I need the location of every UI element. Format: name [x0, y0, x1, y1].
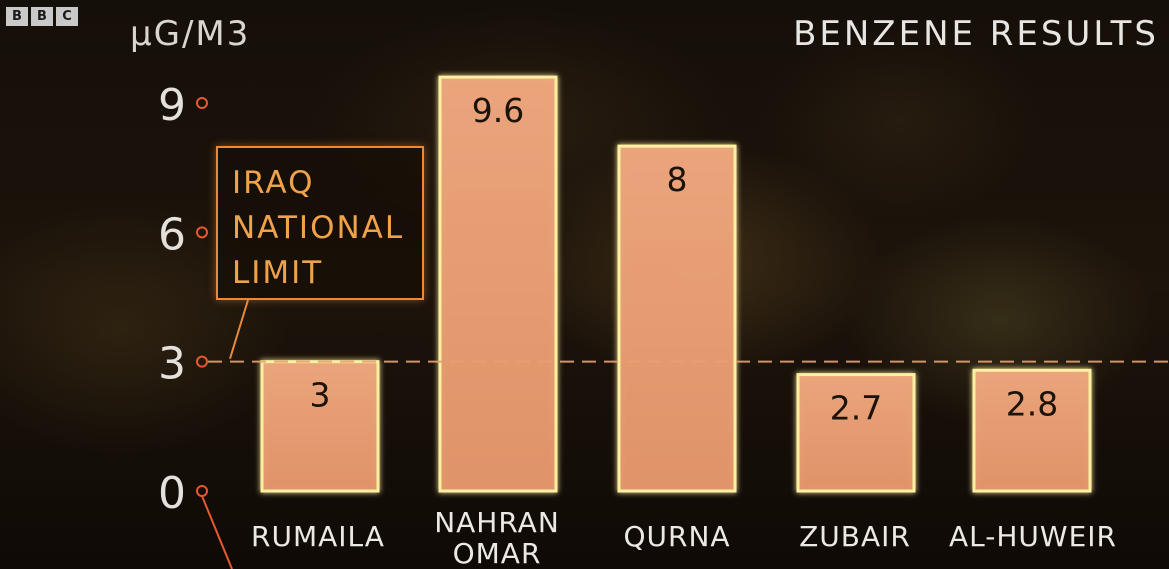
chart-title: BENZENE RESULTS — [793, 14, 1159, 54]
x-category-label: NAHRAN — [434, 506, 560, 539]
y-tick-label: 0 — [158, 468, 186, 519]
y-tick-marker — [196, 97, 208, 109]
limit-callout-box: IRAQ NATIONAL LIMIT — [216, 146, 424, 300]
x-category-label: ZUBAIR — [799, 520, 911, 553]
logo-letter: C — [56, 7, 78, 26]
bar-value-label: 2.8 — [1006, 384, 1058, 423]
x-category-label: AL-HUWEIR — [949, 520, 1117, 553]
limit-callout-line: LIMIT — [232, 255, 324, 291]
y-tick-label: 3 — [158, 339, 186, 390]
x-category-label: QURNA — [623, 520, 730, 553]
bar-value-label: 3 — [310, 376, 331, 415]
bar — [972, 368, 1092, 493]
y-tick-label: 9 — [158, 80, 186, 131]
y-axis-unit-label: µG/M3 — [130, 14, 251, 54]
x-category-label: RUMAILA — [251, 520, 385, 553]
axis-leader-line — [201, 495, 233, 569]
limit-callout-line: IRAQ — [232, 165, 315, 201]
bar-value-label: 8 — [667, 160, 688, 199]
limit-callout-connector — [229, 299, 249, 359]
y-tick-marker — [196, 226, 208, 239]
logo-letter: B — [31, 7, 53, 26]
y-tick-label: 6 — [158, 209, 186, 260]
y-tick-marker — [196, 355, 208, 368]
x-category-label: OMAR — [453, 537, 542, 569]
bar — [438, 75, 558, 493]
bbc-logo: B B C — [6, 7, 78, 26]
logo-letter: B — [6, 7, 28, 26]
bar — [796, 373, 916, 493]
bar-value-label: 9.6 — [472, 91, 524, 130]
limit-callout-line: NATIONAL — [232, 210, 405, 246]
bar-value-label: 2.7 — [830, 389, 882, 428]
bar — [617, 144, 737, 493]
y-tick-marker — [196, 485, 208, 497]
